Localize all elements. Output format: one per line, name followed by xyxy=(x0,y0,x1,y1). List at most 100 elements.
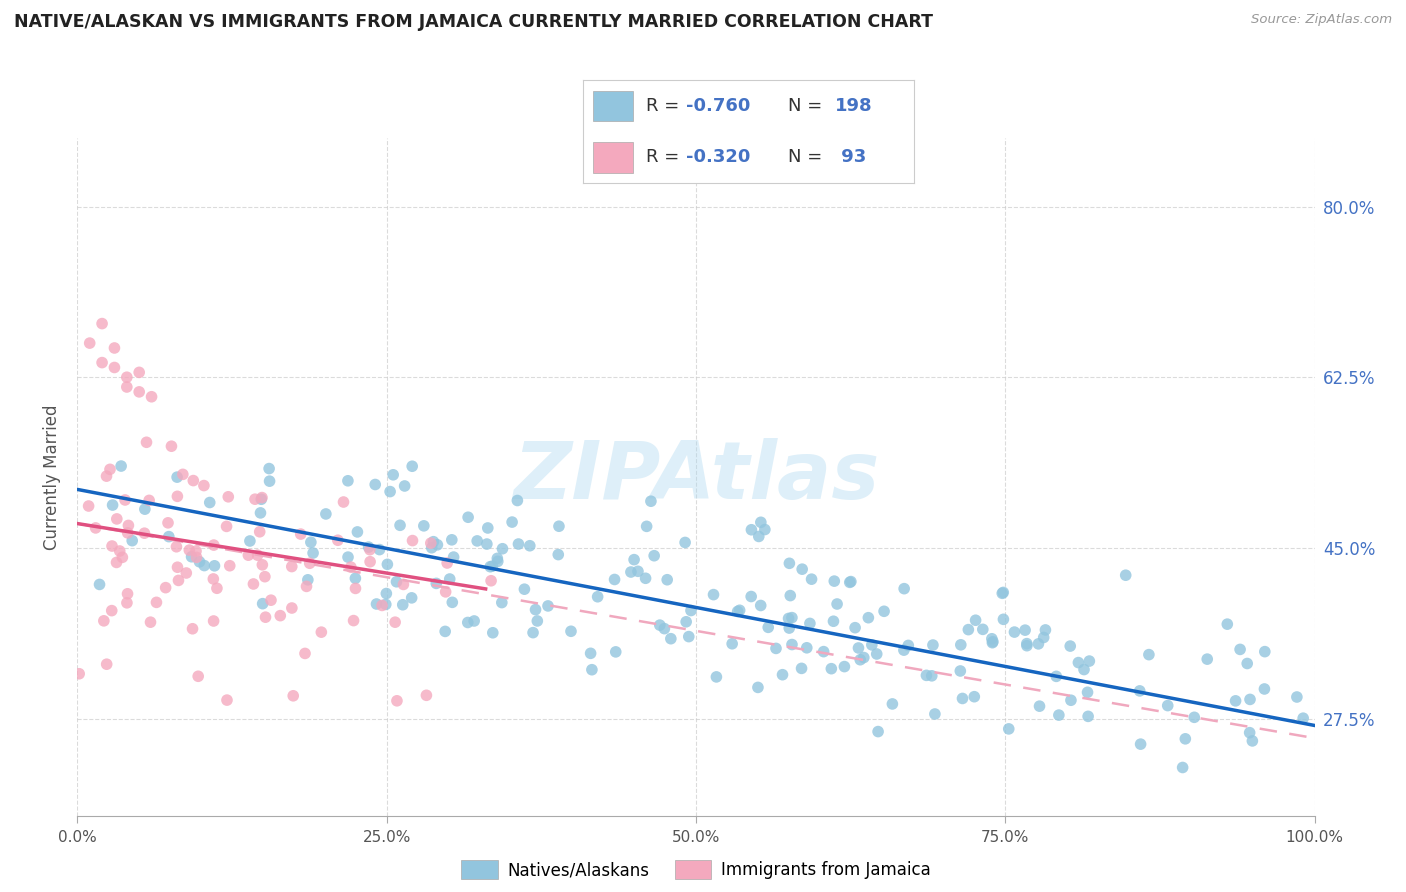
Point xyxy=(385,694,408,708)
Point xyxy=(659,632,682,646)
Point xyxy=(134,526,156,541)
Point xyxy=(336,474,359,488)
Y-axis label: Currently Married: Currently Married xyxy=(44,404,62,550)
Point xyxy=(627,564,650,578)
Point xyxy=(101,539,124,553)
Point xyxy=(384,615,406,630)
Point xyxy=(849,653,872,667)
FancyBboxPatch shape xyxy=(593,142,633,173)
Point xyxy=(202,538,225,552)
Point xyxy=(1239,725,1261,739)
Point xyxy=(110,458,132,473)
Point xyxy=(957,623,980,637)
Point xyxy=(160,439,183,453)
Point xyxy=(477,521,499,535)
Point xyxy=(375,586,398,600)
Point xyxy=(172,467,194,482)
Point xyxy=(340,560,363,574)
Legend: Natives/Alaskans, Immigrants from Jamaica: Natives/Alaskans, Immigrants from Jamaic… xyxy=(454,854,938,886)
Point xyxy=(796,640,818,655)
Point xyxy=(239,533,262,548)
Point xyxy=(479,559,502,574)
Point xyxy=(848,640,870,655)
Point xyxy=(1157,698,1180,713)
Point xyxy=(921,669,943,683)
Point xyxy=(426,538,449,552)
Point xyxy=(389,518,412,533)
Point xyxy=(623,552,645,566)
Point xyxy=(249,524,271,539)
Point xyxy=(882,697,904,711)
Point xyxy=(780,638,803,652)
Point xyxy=(1285,690,1308,704)
FancyBboxPatch shape xyxy=(593,91,633,121)
Point xyxy=(252,597,274,611)
Point xyxy=(792,562,814,576)
Point xyxy=(740,523,762,537)
Point xyxy=(100,604,122,618)
Point xyxy=(96,657,118,672)
Point xyxy=(377,558,399,572)
Point xyxy=(548,519,571,533)
Point xyxy=(193,478,215,492)
Point xyxy=(702,588,724,602)
Point xyxy=(401,533,423,548)
Point xyxy=(419,536,441,550)
Text: ZIPAtlas: ZIPAtlas xyxy=(513,438,879,516)
Point xyxy=(513,582,536,597)
Point xyxy=(257,461,280,475)
Text: -0.320: -0.320 xyxy=(686,148,751,166)
Point xyxy=(184,544,207,558)
Point xyxy=(1254,645,1277,659)
Point xyxy=(342,614,364,628)
Point xyxy=(250,492,273,507)
Point xyxy=(401,591,423,605)
Point xyxy=(326,533,349,548)
Point xyxy=(371,599,394,613)
Point xyxy=(740,590,762,604)
Point xyxy=(1032,631,1054,645)
Point xyxy=(1028,637,1050,651)
Point xyxy=(117,587,139,601)
Point xyxy=(359,555,381,569)
Point xyxy=(242,577,264,591)
Point xyxy=(156,516,179,530)
Point xyxy=(297,573,319,587)
Point xyxy=(215,693,238,707)
Point xyxy=(198,495,221,509)
Point xyxy=(254,610,277,624)
Point xyxy=(91,317,114,331)
Point xyxy=(96,469,118,483)
Point xyxy=(749,599,772,613)
Point xyxy=(135,435,157,450)
Point xyxy=(537,599,560,613)
Point xyxy=(253,569,276,583)
Point xyxy=(465,533,488,548)
Point xyxy=(332,495,354,509)
Point xyxy=(779,589,801,603)
Point xyxy=(997,722,1019,736)
Point xyxy=(117,518,139,533)
Point xyxy=(392,577,415,591)
Point xyxy=(357,540,380,554)
Point xyxy=(115,380,138,394)
Point xyxy=(1253,681,1275,696)
Point xyxy=(114,493,136,508)
Text: N =: N = xyxy=(789,97,828,115)
Point xyxy=(1236,657,1258,671)
Point xyxy=(778,557,800,571)
Point xyxy=(436,556,458,570)
Point xyxy=(385,574,408,589)
Point xyxy=(1216,617,1239,632)
Point xyxy=(382,467,405,482)
Point xyxy=(204,558,226,573)
Point xyxy=(481,625,503,640)
Point xyxy=(728,603,751,617)
Point xyxy=(311,625,333,640)
Point xyxy=(298,556,321,570)
Point xyxy=(765,641,787,656)
Point xyxy=(121,533,143,548)
Point xyxy=(457,510,479,524)
Point xyxy=(721,637,744,651)
Point xyxy=(965,613,987,627)
